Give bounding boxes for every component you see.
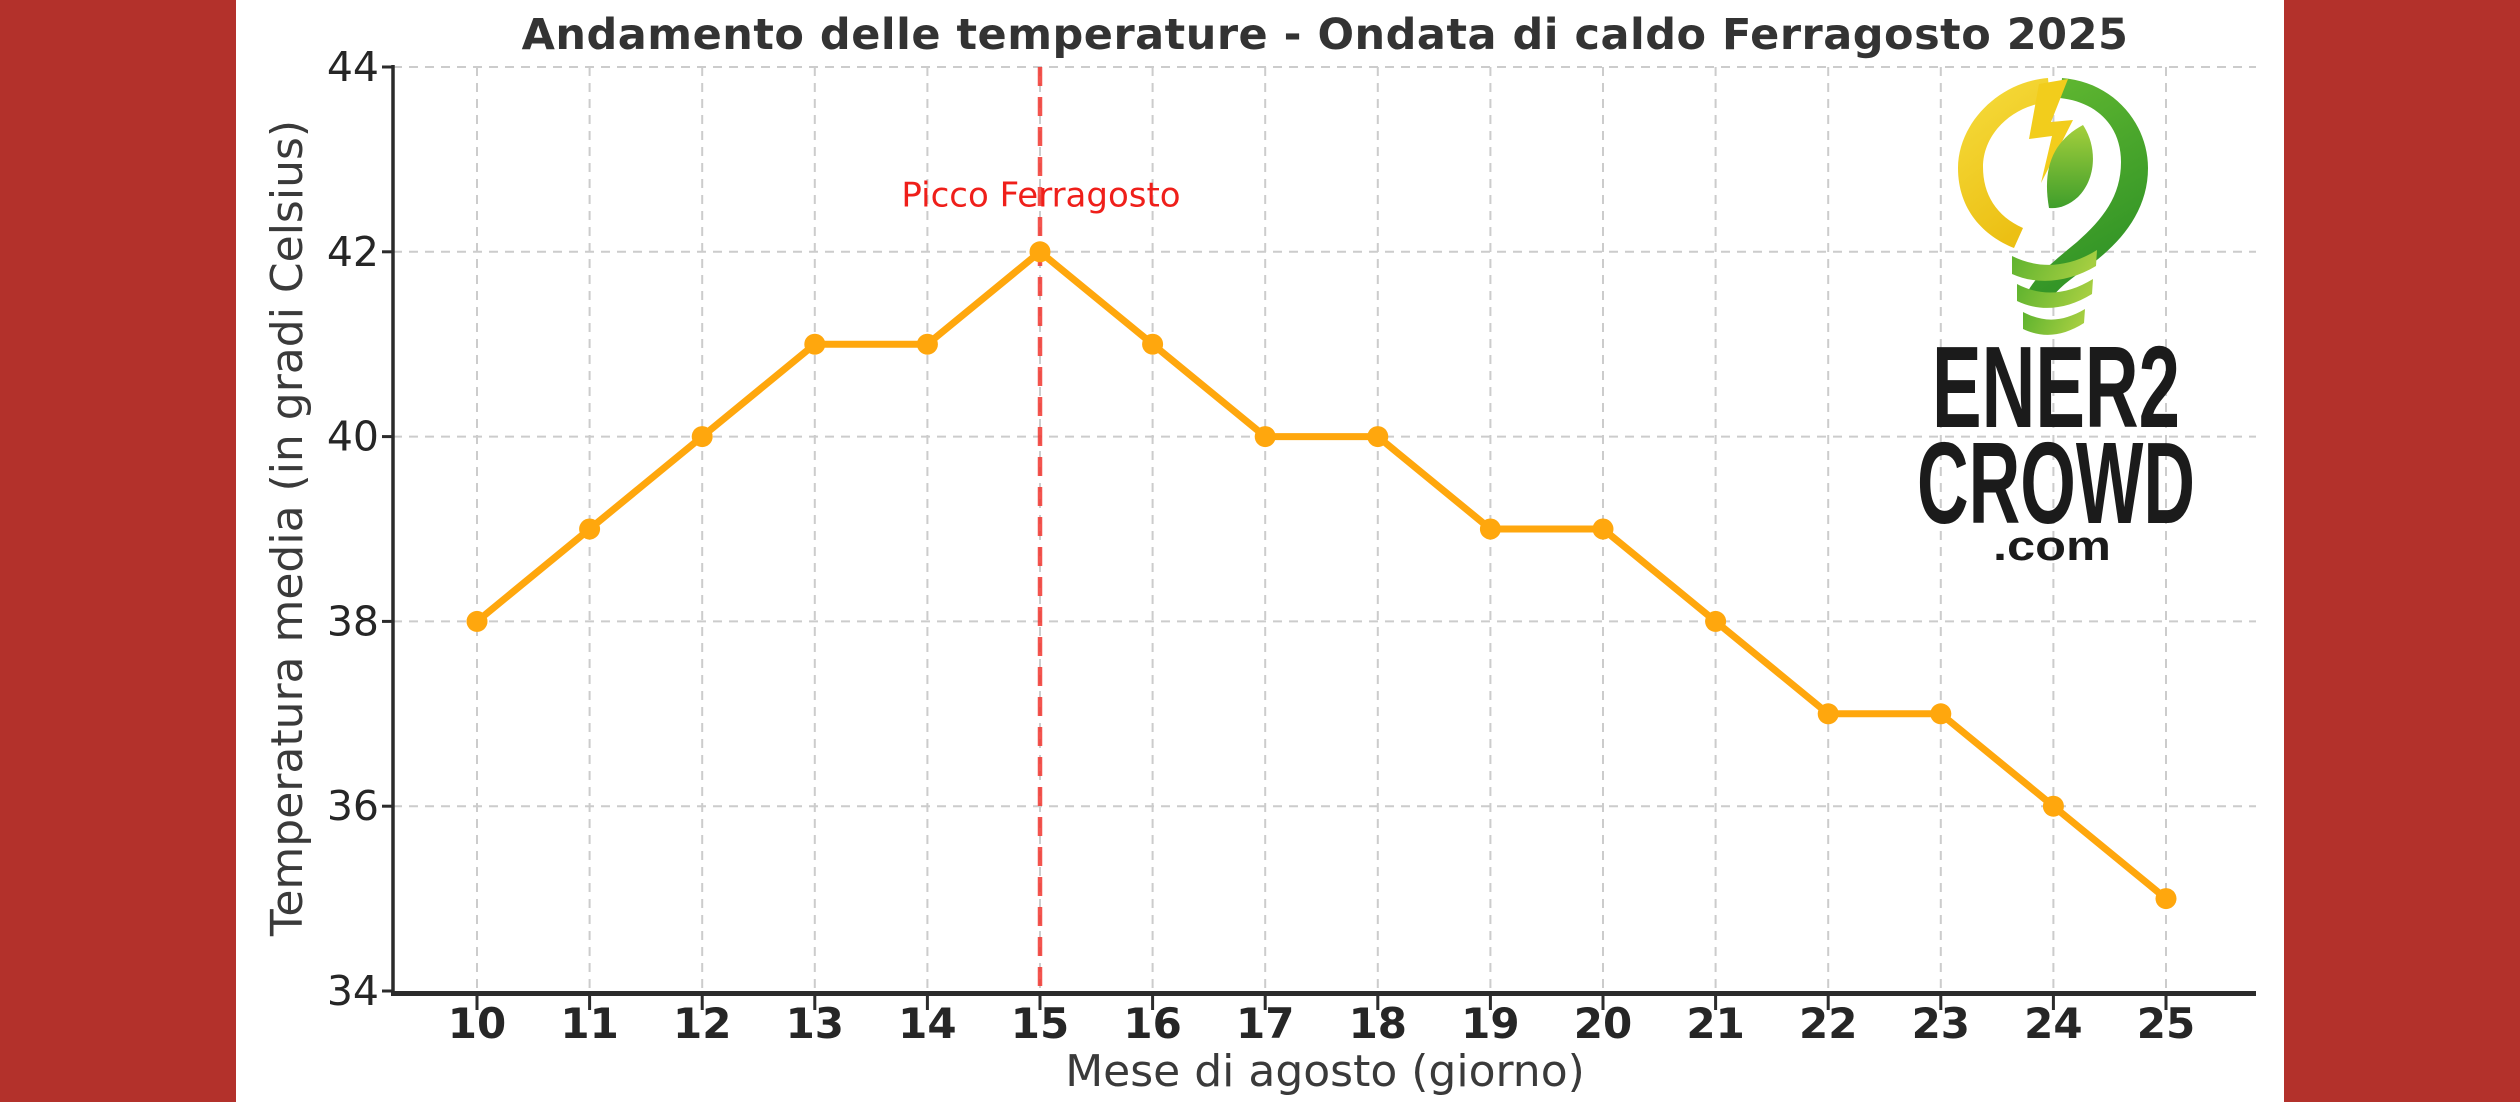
right-red-band <box>2284 0 2520 1102</box>
svg-text:34: 34 <box>327 967 379 1015</box>
svg-text:18: 18 <box>1349 999 1407 1048</box>
svg-text:42: 42 <box>327 228 379 276</box>
svg-text:12: 12 <box>673 999 731 1048</box>
svg-text:44: 44 <box>327 43 379 91</box>
svg-text:22: 22 <box>1799 999 1857 1048</box>
svg-text:15: 15 <box>1011 999 1069 1048</box>
svg-text:24: 24 <box>2024 999 2082 1048</box>
x-tick-labels: 10 11 12 13 14 15 16 17 18 19 20 21 22 23 24 25 <box>448 999 2195 1048</box>
axis-ticks <box>382 65 2168 1010</box>
svg-text:20: 20 <box>1574 999 1632 1048</box>
svg-text:21: 21 <box>1686 999 1744 1048</box>
svg-text:17: 17 <box>1236 999 1294 1048</box>
chart-title: Andamento delle temperature - Ondata di … <box>521 10 2129 60</box>
svg-text:19: 19 <box>1461 999 1519 1048</box>
logo-text-ener2: ENER2 <box>1932 322 2180 452</box>
svg-text:16: 16 <box>1123 999 1181 1048</box>
svg-text:36: 36 <box>327 782 379 830</box>
temperature-markers <box>466 241 2177 910</box>
svg-text:40: 40 <box>327 413 379 461</box>
ener2crowd-logo: ENER2 CROWD .com <box>1917 78 2195 569</box>
svg-text:25: 25 <box>2137 999 2195 1048</box>
logo-text-com: .com <box>1993 522 2111 569</box>
svg-text:14: 14 <box>898 999 956 1048</box>
temperature-line <box>473 248 2170 903</box>
y-tick-labels: 34 36 38 40 42 44 <box>327 43 379 1015</box>
svg-text:11: 11 <box>560 999 618 1048</box>
svg-text:38: 38 <box>327 597 379 645</box>
logo-bulb-icon <box>1958 78 2148 335</box>
svg-text:23: 23 <box>1912 999 1970 1048</box>
y-axis-label: Temperatura media (in gradi Celsius) <box>261 119 313 937</box>
svg-text:10: 10 <box>448 999 506 1048</box>
axes-spines <box>391 65 2256 996</box>
peak-annotation: Picco Ferragosto <box>901 175 1181 216</box>
svg-text:13: 13 <box>786 999 844 1048</box>
left-red-band <box>0 0 236 1102</box>
logo-text-crowd: CROWD <box>1917 418 2195 548</box>
x-axis-label: Mese di agosto (giorno) <box>1065 1046 1585 1097</box>
